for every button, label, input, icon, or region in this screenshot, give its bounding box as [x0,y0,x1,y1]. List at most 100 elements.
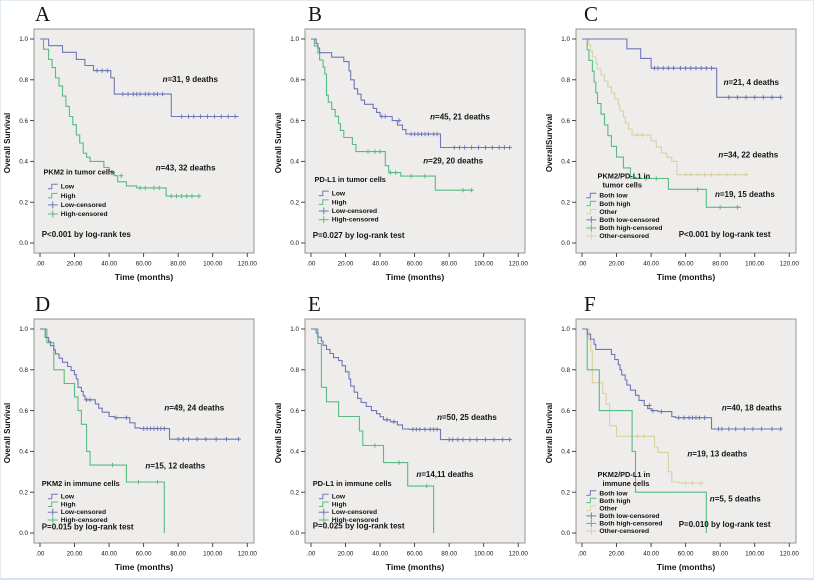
annotation-low: n=31, 9 deaths [163,75,219,84]
x-tick-label: 80.00 [441,551,457,558]
y-tick-label: 0.0 [290,530,299,537]
y-tick-label: 0.8 [290,367,299,374]
legend-item-both-low: Both low [599,490,628,497]
y-tick-label: 1.0 [290,326,299,333]
legend-item-both-high: Both high [599,498,630,505]
plot-area [33,318,255,544]
legend-line-swatch-both-low [586,192,597,199]
x-tick-label: 100.00 [203,551,223,558]
legend-item-low: Low [332,494,346,501]
p-value: P<0.001 by log-rank test [679,230,771,239]
legend-title: PKM2 in tumor cells [43,168,114,177]
legend-title: PKM2/PD-L1 in [598,470,651,479]
x-tick-label: 100.00 [474,551,494,558]
y-tick-label: 0.8 [19,77,28,84]
panel-B: B 0.0 0.2 0.4 0.6 0.8 1.0 .00 20.00 40.00 60.00 80.… [272,1,543,291]
km-chart-D: 0.0 0.2 0.4 0.6 0.8 1.0 .00 20.00 40.00 60.00 80.0… [3,318,257,572]
y-tick-label: 0.8 [290,77,299,84]
legend-line-swatch-high [47,501,58,507]
legend-item-high: High [332,501,347,508]
x-tick-label: .00 [307,261,316,268]
panel-letter-E: E [308,292,321,316]
x-tick-label: 40.00 [101,261,117,268]
legend-line-swatch-low [47,493,58,500]
x-tick-label: 120.00 [509,261,529,268]
legend-line-swatch-other [586,208,597,215]
legend-item-low: Low [61,184,75,191]
km-chart-E: 0.0 0.2 0.4 0.6 0.8 1.0 .00 20.00 40.00 60.00 80.0… [274,318,528,572]
x-tick-label: 20.00 [338,261,354,268]
legend-item-high-censored: High-censored [61,517,108,524]
legend-item-low: Low [332,191,346,198]
x-tick-label: 20.00 [67,551,83,558]
legend-title: PKM2/PD-L1 in [598,172,651,181]
y-tick-label: 0.2 [561,199,570,206]
legend-item-other: Other [599,209,617,216]
x-axis-label: Time (months) [386,272,445,282]
y-tick-label: 0.0 [561,530,570,537]
legend-item-high-censored: High-censored [332,517,379,524]
legend-item-both-high-censored: Both high-censored [599,225,662,232]
legend-line-swatch-other [586,505,597,511]
y-tick-label: 0.2 [561,489,570,496]
x-tick-label: 40.00 [372,261,388,268]
x-axis-label: Time (months) [115,562,174,572]
p-value: P<0.001 by log-rank tes [42,230,132,239]
y-tick-label: 0.8 [561,77,570,84]
survival-curve-both-high [582,328,707,533]
survival-curve-other [582,38,747,176]
survival-curve-both-low [582,38,781,98]
legend-item-low-censored: Low-censored [61,202,106,209]
panel-C: C 0.0 0.2 0.4 0.6 0.8 1.0 .00 20.00 40.00 60.00 80.… [543,1,813,291]
y-axis-label: Overall Survival [545,403,554,463]
x-tick-label: 80.00 [712,551,728,558]
x-tick-label: 60.00 [407,261,423,268]
x-tick-label: 100.00 [474,261,494,268]
panel-E: E 0.0 0.2 0.4 0.6 0.8 1.0 .00 20.00 40.00 60.00 80.… [272,291,543,578]
x-tick-label: 60.00 [678,261,694,268]
y-tick-label: 1.0 [19,326,28,333]
y-tick-label: 0.4 [561,449,570,456]
legend-line-swatch-low [318,190,329,197]
x-axis-label: Time (months) [657,272,716,282]
y-axis-label: Overall Survival [274,403,283,463]
y-tick-label: 1.0 [561,326,570,333]
annotation-other: n=34, 22 deaths [718,150,778,159]
y-tick-label: 0.6 [561,118,570,125]
survival-curve-both-low [582,328,781,430]
x-tick-label: 120.00 [238,261,258,268]
legend-title: PD-L1 in tumor cells [314,175,385,184]
legend-item-low-censored: Low-censored [61,509,106,516]
legend-item-high-censored: High-censored [332,217,379,224]
x-tick-label: 20.00 [609,551,625,558]
x-tick-label: 20.00 [609,261,625,268]
km-chart-B: 0.0 0.2 0.4 0.6 0.8 1.0 .00 20.00 40.00 60.00 80.0… [274,28,529,282]
survival-curve-high [311,328,435,533]
legend-title: PKM2 in immune cells [42,479,120,488]
y-tick-label: 0.0 [19,530,28,537]
y-tick-label: 0.4 [19,449,28,456]
y-tick-label: 0.2 [290,489,299,496]
panel-letter-D: D [35,292,51,316]
annotation-high: n=14,11 deaths [416,470,474,479]
survival-curve-low [311,38,510,149]
y-tick-label: 0.6 [290,408,299,415]
panel-letter-C: C [584,2,599,26]
legend-item-low: Low [61,494,75,501]
legend-item-other: Other [599,505,617,512]
y-tick-label: 0.6 [19,408,28,415]
x-tick-label: 100.00 [203,261,223,268]
x-axis-label: Time (months) [386,562,445,572]
x-tick-label: 60.00 [136,261,152,268]
legend-item-other-censored: Other-censored [599,528,649,535]
y-tick-label: 0.0 [290,240,299,247]
x-tick-label: 80.00 [170,261,186,268]
x-tick-label: 20.00 [67,261,83,268]
legend-line-swatch-high [47,192,58,199]
legend-line-swatch-high [318,199,329,205]
legend-line-swatch-both-low [586,490,597,496]
y-tick-label: 0.6 [290,118,299,125]
x-tick-label: 100.00 [745,261,765,268]
y-tick-label: 0.6 [19,118,28,125]
